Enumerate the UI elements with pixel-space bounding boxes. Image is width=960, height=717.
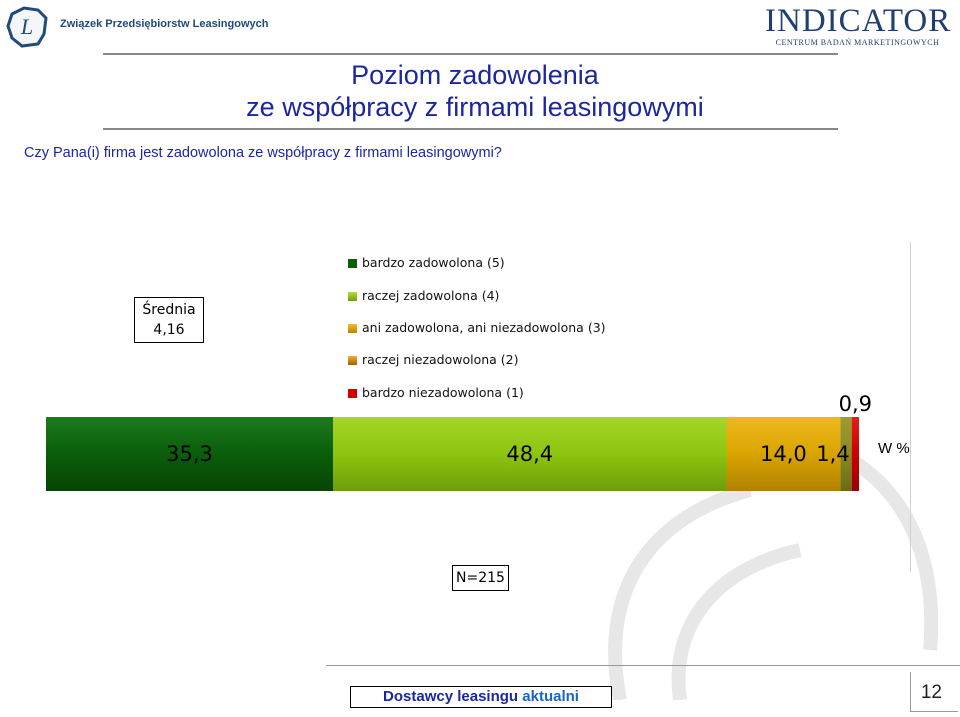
sample-size-box: N=215 [452, 565, 509, 591]
data-label-2: 48,4 [506, 442, 553, 466]
title-line-2: ze współpracy z firmami leasingowymi [246, 92, 704, 122]
indicator-logo: INDICATOR CENTRUM BADAŃ MARKETINGOWYCH [765, 4, 950, 50]
legend-label: bardzo niezadowolona (1) [362, 385, 524, 400]
mean-value: 4,16 [153, 322, 185, 338]
footer-rule [326, 665, 960, 666]
title-rule [103, 128, 838, 130]
legend-label: raczej niezadowolona (2) [362, 352, 519, 367]
zpl-logo: L Związek Przedsiębiorstw Leasingowych [4, 4, 268, 50]
legend-label: bardzo zadowolona (5) [362, 255, 505, 270]
legend-swatch [348, 356, 357, 365]
indicator-subtitle: CENTRUM BADAŃ MARKETINGOWYCH [775, 38, 940, 47]
data-label-1: 35,3 [166, 442, 213, 466]
page-title: Poziom zadowolenia ze współpracy z firma… [120, 59, 830, 123]
report-label-box: Dostawcy leasingu aktualni [350, 686, 612, 708]
title-line-1: Poziom zadowolenia [351, 60, 599, 90]
report-label-prefix: Dostawcy leasingu [383, 688, 519, 705]
legend-label: raczej zadowolona (4) [362, 288, 500, 303]
page-number: 12 [910, 672, 958, 712]
indicator-brand: INDICATOR [765, 3, 952, 39]
header-rule [103, 53, 838, 55]
legend-label: ani zadowolona, ani niezadowolona (3) [362, 320, 606, 335]
background-watermark [608, 433, 939, 700]
survey-question: Czy Pana(i) firma jest zadowolona ze wsp… [24, 145, 502, 161]
report-label-suffix: aktualni [522, 688, 579, 705]
legend-swatch [348, 259, 357, 268]
legend-swatch [348, 389, 357, 398]
mean-label: Średnia [142, 302, 196, 318]
vertical-guide-line [910, 242, 911, 572]
legend-swatch [348, 324, 357, 333]
mean-score-box: Średnia 4,16 [134, 297, 204, 343]
bar-segment-1 [46, 417, 333, 491]
svg-text:L: L [20, 14, 33, 39]
zpl-logo-text: Związek Przedsiębiorstw Leasingowych [60, 18, 269, 30]
legend-swatch [348, 292, 357, 301]
poland-map-logo-icon: L [6, 6, 48, 48]
